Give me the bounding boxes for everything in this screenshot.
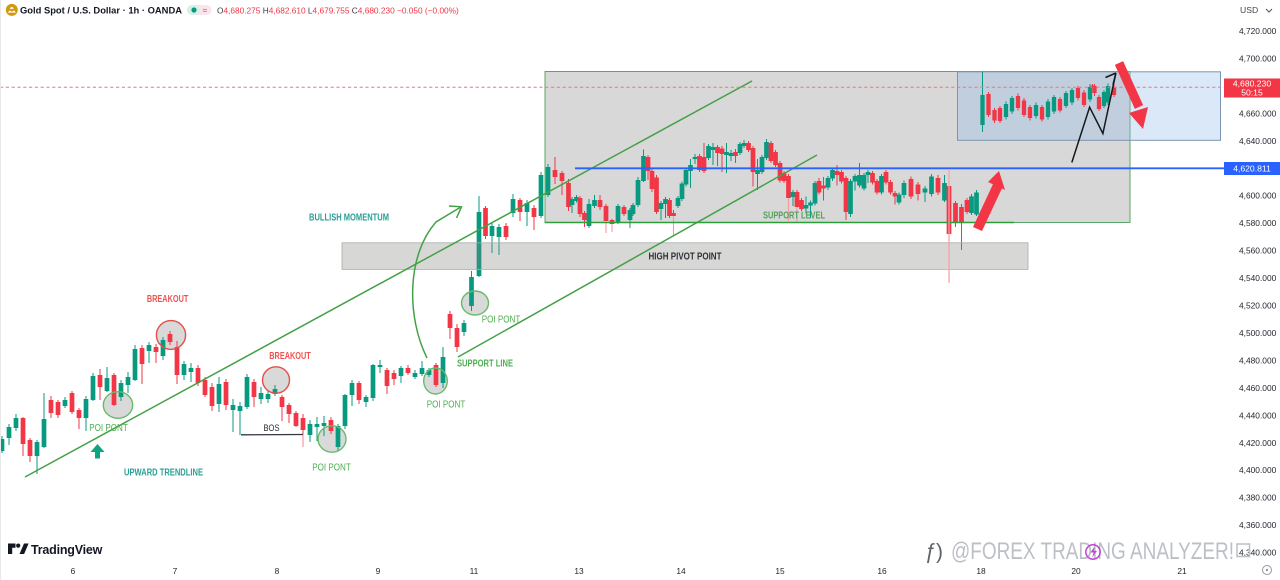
svg-text:50:15: 50:15 — [1241, 88, 1263, 98]
svg-text:BREAKOUT: BREAKOUT — [269, 351, 311, 362]
svg-text:USD: USD — [1240, 5, 1258, 15]
svg-text:4,600.000: 4,600.000 — [1239, 191, 1277, 201]
svg-text:POI PONT: POI PONT — [312, 463, 351, 474]
svg-text:POI PONT: POI PONT — [482, 315, 521, 326]
svg-text:4,660.000: 4,660.000 — [1239, 108, 1277, 118]
svg-text:4,460.000: 4,460.000 — [1239, 383, 1277, 393]
svg-text:20: 20 — [1071, 566, 1081, 576]
svg-text:4,440.000: 4,440.000 — [1239, 410, 1277, 420]
svg-text:O4,680.275 H4,682.610 L4,679.7: O4,680.275 H4,682.610 L4,679.755 C4,680.… — [217, 5, 459, 15]
svg-text:SUPPORT LINE: SUPPORT LINE — [457, 359, 513, 370]
svg-text:18: 18 — [976, 566, 986, 576]
svg-text:): ) — [936, 541, 943, 564]
svg-text:21: 21 — [1177, 566, 1187, 576]
svg-text:Gold Spot / U.S. Dollar · 1h ·: Gold Spot / U.S. Dollar · 1h · OANDA — [20, 5, 182, 16]
svg-text:ƒ: ƒ — [925, 541, 937, 564]
svg-text:7: 7 — [173, 566, 178, 576]
svg-text:4,340.000: 4,340.000 — [1239, 548, 1277, 558]
svg-text:4,560.000: 4,560.000 — [1239, 246, 1277, 256]
svg-text:4,480.000: 4,480.000 — [1239, 355, 1277, 365]
svg-text:UPWARD TRENDLINE: UPWARD TRENDLINE — [124, 468, 203, 479]
svg-text:SUPPORT LEVEL: SUPPORT LEVEL — [763, 211, 825, 222]
svg-text:16: 16 — [877, 566, 887, 576]
svg-text:BOS: BOS — [264, 423, 280, 434]
svg-text:4,500.000: 4,500.000 — [1239, 328, 1277, 338]
svg-text:POI PONT: POI PONT — [89, 423, 128, 434]
svg-text:HIGH PIVOT POINT: HIGH PIVOT POINT — [649, 251, 722, 263]
svg-text:≈: ≈ — [203, 6, 208, 15]
svg-text:4,680.230: 4,680.230 — [1233, 79, 1271, 89]
svg-text:4,620.811: 4,620.811 — [1233, 164, 1271, 174]
svg-text:4,540.000: 4,540.000 — [1239, 273, 1277, 283]
svg-text:4,360.000: 4,360.000 — [1239, 520, 1277, 530]
svg-text:4,380.000: 4,380.000 — [1239, 493, 1277, 503]
svg-text:15: 15 — [775, 566, 785, 576]
svg-text:BULLISH MOMENTUM: BULLISH MOMENTUM — [309, 213, 389, 224]
svg-text:4,580.000: 4,580.000 — [1239, 218, 1277, 228]
svg-text:4,700.000: 4,700.000 — [1239, 54, 1277, 64]
svg-text:4,420.000: 4,420.000 — [1239, 438, 1277, 448]
svg-text:9: 9 — [376, 566, 381, 576]
svg-text:6: 6 — [71, 566, 76, 576]
svg-text:8: 8 — [275, 566, 280, 576]
svg-text:BREAKOUT: BREAKOUT — [147, 294, 189, 305]
svg-text:TradingView: TradingView — [31, 543, 103, 557]
svg-text:4,640.000: 4,640.000 — [1239, 136, 1277, 146]
svg-text:13: 13 — [574, 566, 584, 576]
svg-text:4,520.000: 4,520.000 — [1239, 301, 1277, 311]
svg-text:4,720.000: 4,720.000 — [1239, 26, 1277, 36]
svg-text:4,400.000: 4,400.000 — [1239, 465, 1277, 475]
svg-text:POI PONT: POI PONT — [427, 400, 466, 411]
svg-text:11: 11 — [470, 566, 479, 576]
svg-text:14: 14 — [676, 566, 686, 576]
